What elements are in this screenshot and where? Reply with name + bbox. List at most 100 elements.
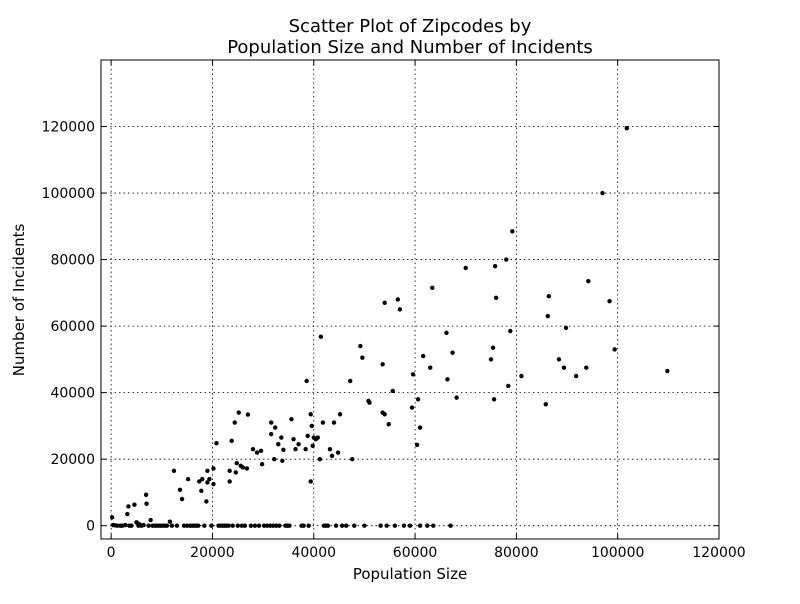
y-tick-label: 80000: [50, 253, 95, 269]
x-tick-label: 20000: [190, 545, 235, 561]
data-point: [508, 328, 513, 334]
x-tick-label: 100000: [591, 545, 644, 561]
data-point: [256, 523, 262, 528]
data-point: [273, 425, 278, 430]
data-point: [204, 499, 209, 504]
data-point: [211, 481, 216, 487]
data-point: [200, 476, 205, 482]
data-point: [417, 523, 423, 528]
data-point: [141, 522, 146, 528]
plot-area-frame: [100, 59, 720, 540]
data-point: [367, 400, 372, 405]
x-tick-label: 60000: [393, 545, 438, 561]
data-point: [291, 437, 296, 442]
y-tick-label: 100000: [42, 186, 95, 202]
data-point: [258, 448, 264, 454]
data-point: [519, 373, 524, 379]
data-point: [384, 523, 389, 528]
x-axis-label: Population Size: [353, 565, 467, 583]
data-point: [504, 257, 509, 262]
data-point: [362, 523, 367, 528]
data-point: [252, 523, 258, 528]
data-point: [358, 343, 363, 349]
data-point: [245, 412, 251, 417]
data-point: [448, 523, 453, 528]
data-point: [380, 362, 385, 367]
data-point: [450, 350, 455, 355]
data-point: [269, 432, 274, 437]
data-point: [306, 523, 311, 528]
data-point: [293, 446, 298, 452]
data-point: [164, 523, 170, 528]
data-point: [280, 458, 285, 464]
data-point: [169, 523, 175, 528]
data-point: [123, 522, 128, 528]
data-point: [333, 523, 339, 528]
data-point: [308, 412, 313, 417]
data-point: [264, 523, 270, 528]
data-point: [261, 523, 267, 528]
data-point: [199, 488, 204, 493]
data-point: [305, 433, 310, 439]
data-point: [184, 523, 190, 528]
data-point: [244, 466, 250, 471]
data-point: [463, 265, 468, 271]
data-point: [586, 279, 591, 284]
data-point: [317, 456, 323, 462]
chart-title-line-2: Population Size and Number of Incidents: [227, 37, 593, 58]
data-point: [401, 523, 407, 528]
data-point: [492, 264, 498, 269]
data-point: [146, 523, 151, 528]
data-point: [227, 479, 232, 484]
data-point: [493, 295, 499, 301]
data-point: [234, 460, 239, 466]
y-tick-label: 120000: [42, 120, 95, 136]
data-point: [230, 523, 235, 528]
data-point: [506, 383, 511, 389]
data-point: [125, 511, 130, 517]
data-point: [171, 468, 177, 474]
data-point: [543, 402, 548, 407]
data-point: [612, 347, 617, 352]
data-point: [556, 357, 562, 362]
y-tick-label: 40000: [50, 386, 95, 402]
data-point: [392, 523, 398, 528]
data-point: [545, 313, 550, 319]
data-point: [490, 345, 496, 350]
data-point: [339, 523, 345, 528]
data-point: [417, 425, 423, 430]
data-point: [563, 325, 569, 330]
data-point: [250, 446, 256, 452]
data-point: [382, 412, 387, 417]
data-point: [177, 487, 183, 492]
data-point: [343, 523, 349, 528]
data-point: [248, 523, 254, 528]
x-tick-label: 80000: [494, 545, 539, 561]
data-point: [584, 365, 589, 370]
data-point: [395, 297, 401, 302]
data-point: [410, 372, 416, 377]
data-point: [181, 523, 187, 528]
data-point: [287, 523, 292, 528]
data-point: [202, 523, 207, 528]
data-point: [360, 355, 365, 360]
data-point: [445, 377, 450, 382]
data-point: [325, 523, 331, 528]
data-point: [415, 397, 421, 402]
data-point: [303, 446, 308, 452]
data-point: [488, 357, 494, 362]
data-point: [397, 307, 403, 312]
data-point: [144, 501, 149, 506]
y-tick-label: 60000: [50, 319, 95, 335]
data-point: [254, 450, 260, 455]
data-point: [378, 523, 383, 528]
data-point: [428, 365, 433, 370]
data-point: [390, 388, 395, 394]
data-point: [109, 515, 115, 520]
y-axis-label: Number of Incidents: [10, 224, 28, 377]
data-point: [335, 450, 341, 455]
data-point: [315, 435, 321, 440]
data-point: [226, 523, 231, 528]
data-point: [430, 285, 435, 291]
